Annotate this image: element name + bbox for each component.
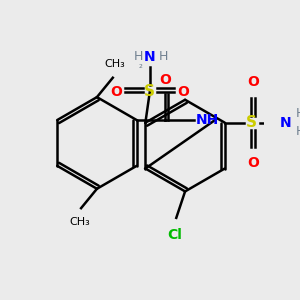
Text: N: N bbox=[144, 50, 156, 64]
Text: ₂: ₂ bbox=[139, 60, 143, 70]
Text: O: O bbox=[177, 85, 189, 99]
Text: H: H bbox=[295, 107, 300, 120]
Text: NH: NH bbox=[196, 113, 219, 127]
Text: O: O bbox=[110, 85, 122, 99]
Text: O: O bbox=[159, 73, 171, 86]
Text: H: H bbox=[134, 50, 143, 63]
Text: Cl: Cl bbox=[167, 228, 182, 242]
Text: O: O bbox=[247, 156, 259, 170]
Text: H: H bbox=[295, 125, 300, 138]
Text: S: S bbox=[144, 84, 155, 99]
Text: CH₃: CH₃ bbox=[69, 217, 90, 227]
Text: CH₃: CH₃ bbox=[104, 59, 125, 69]
Text: N: N bbox=[279, 116, 291, 130]
Text: O: O bbox=[247, 75, 259, 89]
Text: H: H bbox=[159, 50, 168, 63]
Text: S: S bbox=[246, 115, 257, 130]
